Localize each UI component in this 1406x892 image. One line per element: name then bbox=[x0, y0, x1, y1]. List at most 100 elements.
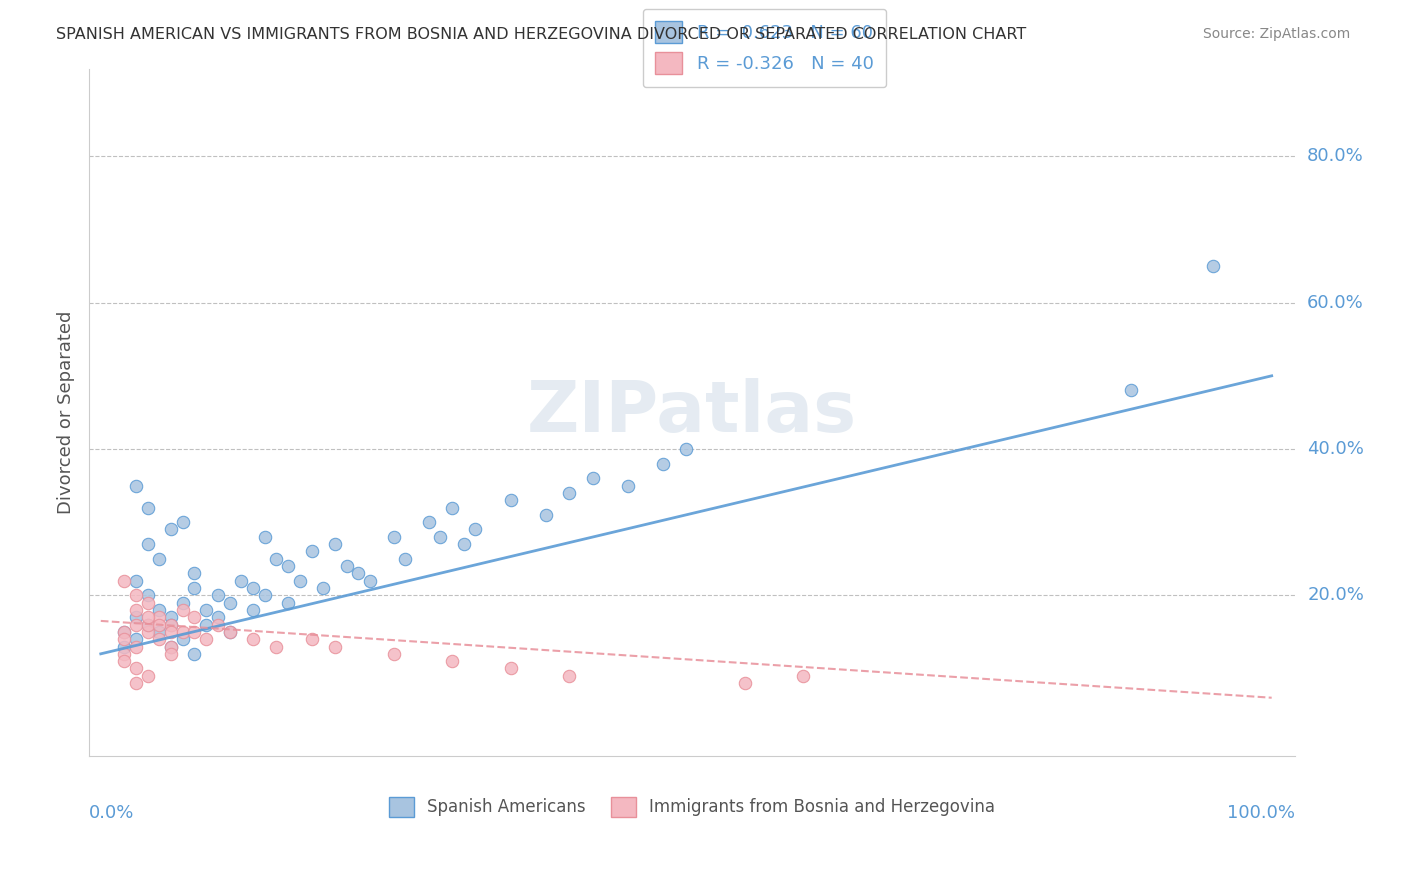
Point bbox=[112, 624, 135, 639]
Point bbox=[464, 523, 486, 537]
Y-axis label: Divorced or Separated: Divorced or Separated bbox=[58, 310, 75, 514]
Point bbox=[112, 624, 135, 639]
Point bbox=[792, 669, 814, 683]
Point bbox=[125, 603, 148, 617]
Text: 40.0%: 40.0% bbox=[1308, 440, 1364, 458]
Point bbox=[136, 669, 159, 683]
Point bbox=[301, 632, 323, 647]
Point bbox=[453, 537, 475, 551]
Point bbox=[160, 624, 183, 639]
Point bbox=[207, 617, 229, 632]
Point bbox=[172, 603, 194, 617]
Point bbox=[675, 442, 697, 456]
Point bbox=[148, 632, 170, 647]
Point bbox=[183, 610, 205, 624]
Point bbox=[160, 610, 183, 624]
Point bbox=[266, 640, 288, 654]
Point bbox=[125, 640, 148, 654]
Point bbox=[242, 632, 264, 647]
Point bbox=[1202, 259, 1225, 273]
Text: 80.0%: 80.0% bbox=[1308, 147, 1364, 165]
Point bbox=[148, 603, 170, 617]
Point bbox=[183, 624, 205, 639]
Text: SPANISH AMERICAN VS IMMIGRANTS FROM BOSNIA AND HERZEGOVINA DIVORCED OR SEPARATED: SPANISH AMERICAN VS IMMIGRANTS FROM BOSN… bbox=[56, 27, 1026, 42]
Point bbox=[347, 566, 370, 581]
Point bbox=[218, 624, 240, 639]
Point bbox=[323, 640, 346, 654]
Point bbox=[336, 559, 359, 574]
Point bbox=[207, 610, 229, 624]
Point bbox=[125, 574, 148, 588]
Point bbox=[125, 478, 148, 492]
Point bbox=[172, 624, 194, 639]
Point bbox=[207, 588, 229, 602]
Point bbox=[112, 654, 135, 668]
Point bbox=[112, 574, 135, 588]
Point bbox=[382, 530, 405, 544]
Point bbox=[136, 617, 159, 632]
Point bbox=[148, 624, 170, 639]
Point bbox=[558, 486, 581, 500]
Point bbox=[160, 617, 183, 632]
Point bbox=[242, 603, 264, 617]
Point bbox=[160, 617, 183, 632]
Point bbox=[183, 566, 205, 581]
Point bbox=[136, 588, 159, 602]
Point bbox=[394, 551, 416, 566]
Point bbox=[195, 632, 218, 647]
Point bbox=[382, 647, 405, 661]
Point bbox=[616, 478, 638, 492]
Point bbox=[136, 610, 159, 624]
Text: Source: ZipAtlas.com: Source: ZipAtlas.com bbox=[1202, 27, 1350, 41]
Point bbox=[136, 537, 159, 551]
Point bbox=[160, 523, 183, 537]
Point bbox=[112, 632, 135, 647]
Point bbox=[148, 610, 170, 624]
Point bbox=[125, 588, 148, 602]
Point bbox=[312, 581, 335, 595]
Point bbox=[136, 624, 159, 639]
Point bbox=[125, 661, 148, 675]
Point bbox=[112, 640, 135, 654]
Point bbox=[323, 537, 346, 551]
Point bbox=[125, 632, 148, 647]
Point bbox=[441, 654, 464, 668]
Point bbox=[277, 596, 299, 610]
Point bbox=[534, 508, 557, 522]
Point bbox=[218, 596, 240, 610]
Text: 60.0%: 60.0% bbox=[1308, 293, 1364, 311]
Point bbox=[651, 457, 673, 471]
Point bbox=[195, 603, 218, 617]
Point bbox=[301, 544, 323, 558]
Point bbox=[112, 647, 135, 661]
Point bbox=[734, 676, 756, 690]
Point bbox=[148, 551, 170, 566]
Point bbox=[499, 493, 522, 508]
Point bbox=[441, 500, 464, 515]
Point bbox=[125, 676, 148, 690]
Text: ZIPatlas: ZIPatlas bbox=[527, 378, 858, 447]
Point bbox=[172, 515, 194, 529]
Point bbox=[242, 581, 264, 595]
Point bbox=[172, 596, 194, 610]
Text: 100.0%: 100.0% bbox=[1227, 805, 1295, 822]
Point bbox=[1121, 384, 1143, 398]
Point bbox=[277, 559, 299, 574]
Point bbox=[160, 640, 183, 654]
Point bbox=[359, 574, 381, 588]
Point bbox=[195, 617, 218, 632]
Point bbox=[136, 596, 159, 610]
Point bbox=[160, 640, 183, 654]
Text: 20.0%: 20.0% bbox=[1308, 586, 1364, 604]
Point bbox=[136, 617, 159, 632]
Point bbox=[429, 530, 451, 544]
Point bbox=[125, 610, 148, 624]
Point bbox=[125, 617, 148, 632]
Text: 0.0%: 0.0% bbox=[89, 805, 135, 822]
Point bbox=[183, 647, 205, 661]
Legend: Spanish Americans, Immigrants from Bosnia and Herzegovina: Spanish Americans, Immigrants from Bosni… bbox=[382, 790, 1002, 823]
Point bbox=[288, 574, 311, 588]
Point bbox=[231, 574, 253, 588]
Point bbox=[172, 632, 194, 647]
Point bbox=[418, 515, 440, 529]
